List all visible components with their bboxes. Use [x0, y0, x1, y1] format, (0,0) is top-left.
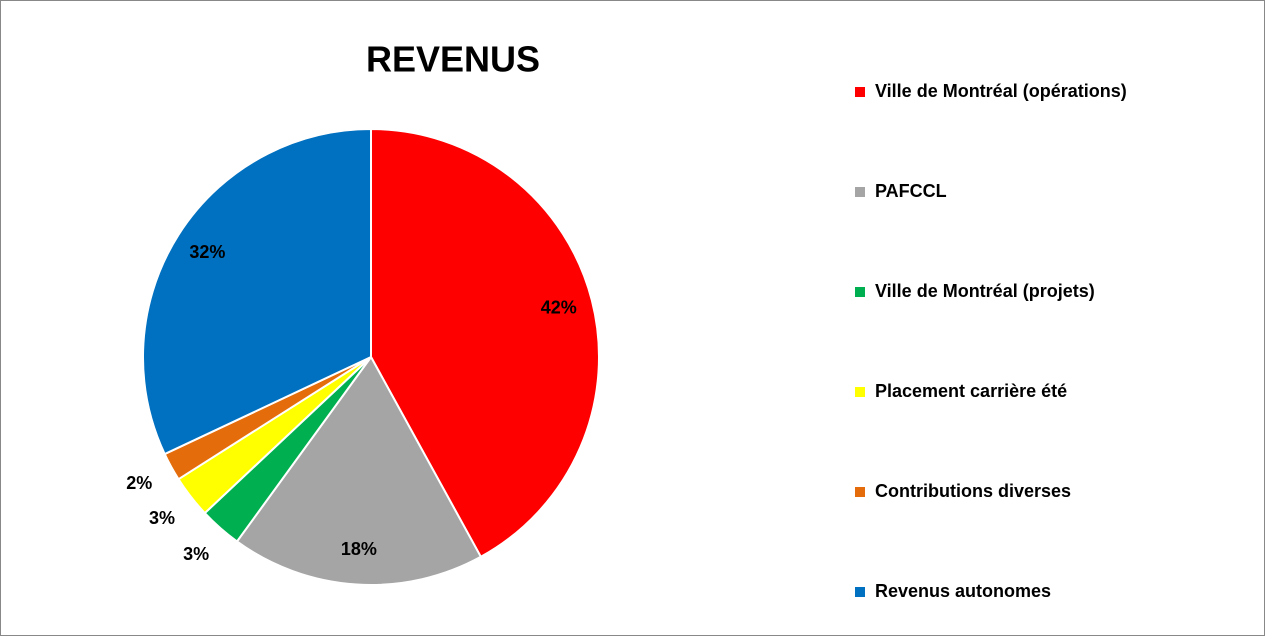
data-label: 42%: [541, 298, 577, 318]
legend-label: Contributions diverses: [875, 481, 1071, 501]
data-label: 18%: [341, 539, 377, 559]
pie-slice: [370, 127, 600, 559]
legend-label: Revenus autonomes: [875, 581, 1051, 601]
data-label: 32%: [189, 242, 225, 262]
chart-title: REVENUS: [366, 39, 540, 80]
legend-label: Ville de Montréal (opérations): [875, 81, 1127, 101]
data-label: 2%: [126, 473, 152, 493]
legend-swatch: [855, 487, 865, 497]
pie-slice: [142, 127, 372, 456]
legend-label: Ville de Montréal (projets): [875, 281, 1095, 301]
legend-label: PAFCCL: [875, 181, 947, 201]
legend-swatch: [855, 587, 865, 597]
data-label: 3%: [183, 544, 209, 564]
legend-label: Placement carrière été: [875, 381, 1067, 401]
legend-swatch: [855, 287, 865, 297]
legend-swatch: [855, 187, 865, 197]
pie-slice: [235, 355, 483, 586]
data-label: 3%: [149, 508, 175, 528]
legend-swatch: [855, 387, 865, 397]
legend-swatch: [855, 87, 865, 97]
